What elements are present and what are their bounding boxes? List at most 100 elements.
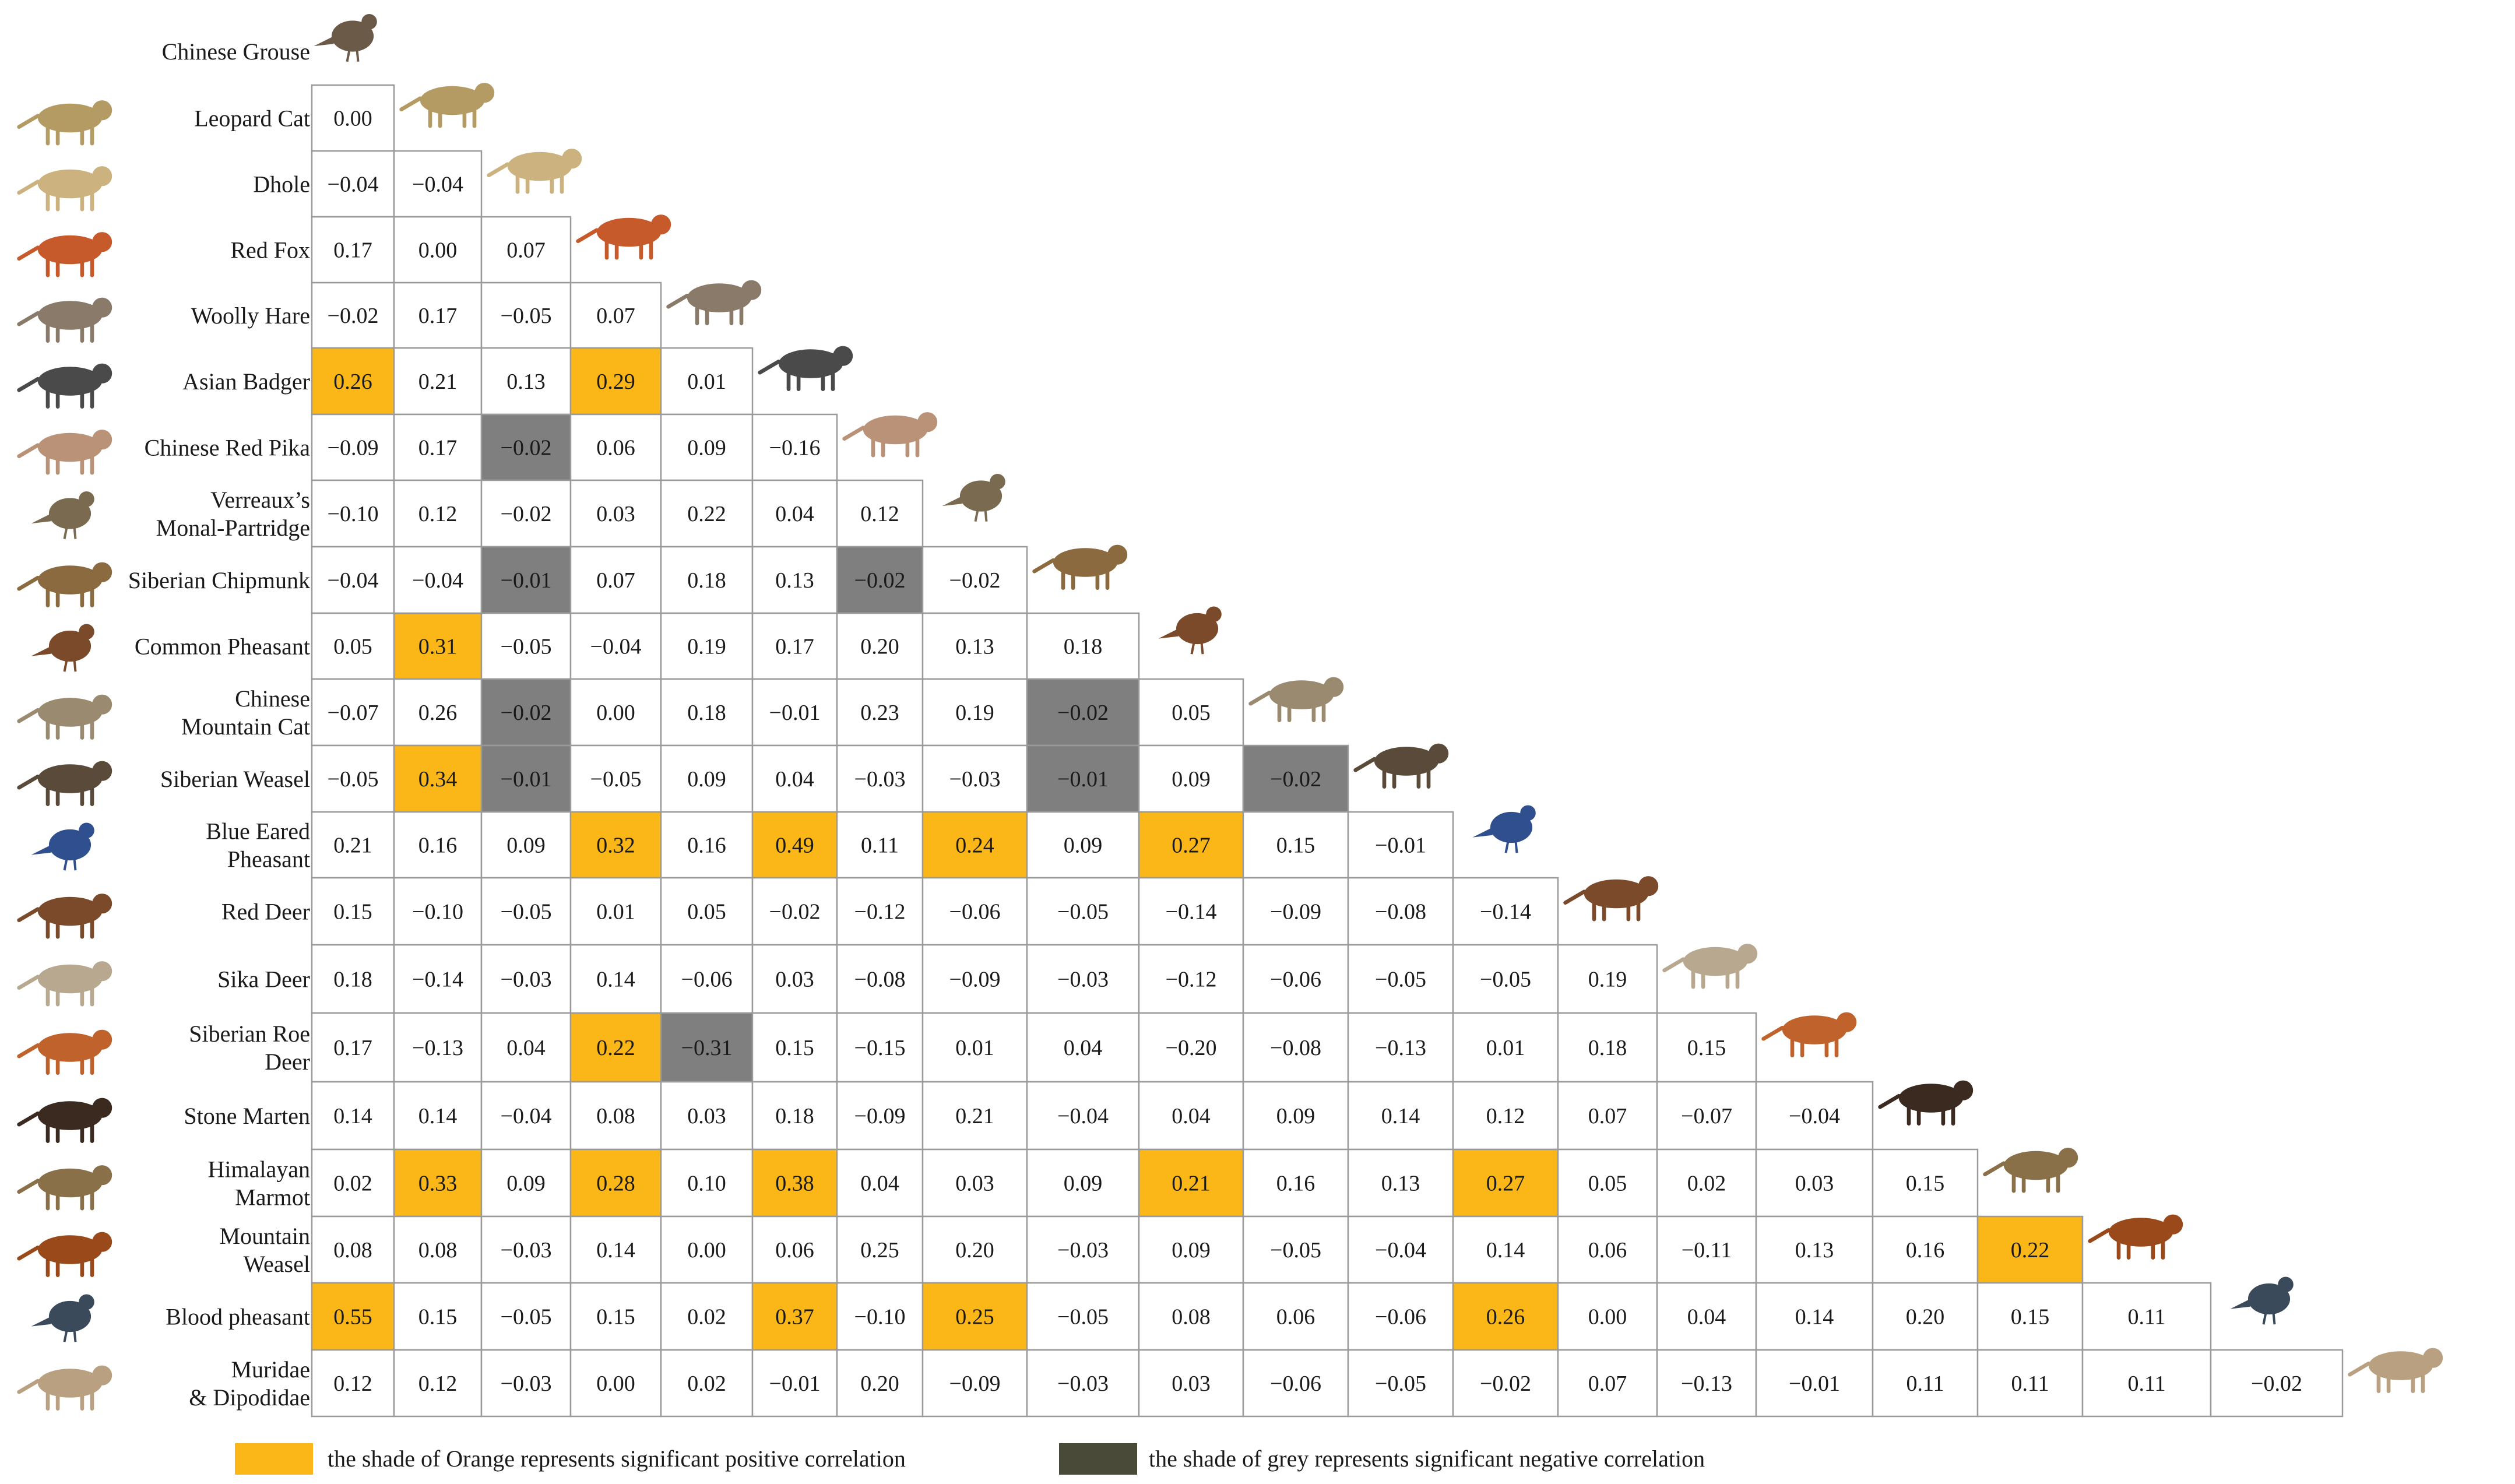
cell-value: 0.20 <box>860 1372 899 1396</box>
heatmap-cell <box>480 413 572 481</box>
heatmap-cell <box>569 1215 662 1284</box>
leopard-cat-icon <box>17 100 112 146</box>
cell-value: −0.03 <box>1057 968 1109 992</box>
marmot-icon <box>17 1165 112 1211</box>
weasel-icon <box>1353 743 1449 789</box>
hare-icon <box>17 297 112 343</box>
cell-value: −0.05 <box>1480 968 1531 992</box>
mountain-cat-icon <box>1248 677 1344 723</box>
heatmap-cell <box>1242 944 1349 1014</box>
cell-value: −0.09 <box>854 1104 906 1128</box>
heatmap-cell <box>311 150 395 218</box>
mountain-cat-icon <box>17 694 112 740</box>
heatmap-cell <box>1872 1349 1979 1418</box>
heatmap-cell <box>480 479 572 548</box>
heatmap-cell <box>311 1349 395 1418</box>
heatmap-cell <box>569 479 662 548</box>
cell-value: −0.14 <box>1480 900 1531 924</box>
cell-value: −0.14 <box>1166 900 1217 924</box>
cell-value: 0.11 <box>2127 1372 2165 1396</box>
row-label: Muridae & Dipodidae <box>189 1356 310 1411</box>
cell-value: 0.15 <box>1687 1036 1726 1060</box>
cell-value: 0.04 <box>1172 1104 1211 1128</box>
heatmap-cell <box>660 1148 754 1218</box>
heatmap-cell <box>393 347 483 416</box>
heatmap-cell <box>569 612 662 680</box>
heatmap-cell <box>1026 1012 1140 1083</box>
cell-value: 0.17 <box>333 238 372 263</box>
heatmap-cell <box>751 546 838 614</box>
legend: the shade of Orange represents significa… <box>235 1443 1705 1475</box>
row-label: Mountain Weasel <box>219 1223 310 1277</box>
cell-value: 0.09 <box>506 834 546 858</box>
heatmap-cell <box>1872 1148 1979 1218</box>
cell-value: −0.11 <box>1682 1238 1732 1263</box>
heatmap-cell <box>1656 1081 1757 1151</box>
cell-value: 0.14 <box>333 1104 372 1128</box>
cell-value: 0.16 <box>687 834 726 858</box>
blood-pheasant-icon <box>2230 1276 2294 1325</box>
heatmap-cell <box>1242 1215 1349 1284</box>
species-icons <box>17 14 2443 1411</box>
row-label: Siberian Weasel <box>160 766 310 792</box>
cell-value: 0.17 <box>333 1036 372 1060</box>
cell-value: 0.07 <box>596 304 635 328</box>
cell-value: 0.00 <box>596 701 635 725</box>
heatmap-cell <box>1452 1349 1559 1418</box>
cell-value: 0.21 <box>418 370 458 394</box>
cell-value: −0.05 <box>501 635 552 659</box>
cell-value: −0.02 <box>1480 1372 1531 1396</box>
heatmap-cell <box>660 1282 754 1351</box>
cell-value: −0.05 <box>501 900 552 924</box>
cell-value: −0.15 <box>854 1036 906 1060</box>
heatmap-cell <box>1138 944 1244 1014</box>
cell-value: −0.12 <box>854 900 906 924</box>
row-label: Siberian Roe Deer <box>189 1021 310 1075</box>
cell-value: 0.19 <box>687 635 726 659</box>
cell-value: 0.11 <box>1906 1372 1944 1396</box>
cell-value: 0.19 <box>955 701 994 725</box>
heatmap-cell <box>393 1282 483 1351</box>
cell-value: −0.02 <box>1270 767 1321 792</box>
heatmap-cell <box>1872 1215 1979 1284</box>
cell-value: 0.06 <box>775 1238 814 1263</box>
cell-value: −0.05 <box>590 767 642 792</box>
cell-value: 0.06 <box>596 436 635 460</box>
cell-value: −0.09 <box>949 1372 1001 1396</box>
cell-value: 0.14 <box>418 1104 458 1128</box>
heatmap-cell <box>393 1349 483 1418</box>
cell-value: −0.07 <box>328 701 379 725</box>
cell-value: −0.03 <box>501 1238 552 1263</box>
heatmap-cell <box>836 678 924 747</box>
heatmap-cell <box>311 811 395 879</box>
heatmap-cell <box>1656 1215 1757 1284</box>
cell-value: 0.34 <box>418 767 458 792</box>
legend-positive-label: the shade of Orange represents significa… <box>328 1446 906 1472</box>
heatmap-cell <box>393 944 483 1014</box>
sika-deer-icon <box>1662 944 1758 989</box>
cell-value: 0.15 <box>418 1305 458 1330</box>
heatmap-cell <box>1976 1215 2084 1284</box>
cell-value: 0.12 <box>1486 1104 1525 1128</box>
heatmap-cell <box>836 877 924 946</box>
heatmap-cell <box>480 1012 572 1083</box>
pheasant-icon <box>1158 606 1222 655</box>
heatmap-cell <box>311 612 395 680</box>
cell-value: 0.07 <box>1588 1372 1627 1396</box>
blood-pheasant-icon <box>31 1294 94 1342</box>
heatmap-cell <box>1656 1282 1757 1351</box>
row-label: Sika Deer <box>217 966 310 993</box>
heatmap-cell <box>751 1215 838 1284</box>
cell-value: 0.13 <box>506 370 546 394</box>
cell-value: 0.15 <box>333 900 372 924</box>
cell-value: −0.02 <box>328 304 379 328</box>
row-label: Red Fox <box>230 237 310 263</box>
cell-value: −0.04 <box>328 568 379 593</box>
cell-value: 0.00 <box>333 107 372 131</box>
heatmap-cell <box>311 1282 395 1351</box>
blue-pheasant-icon <box>1472 805 1536 853</box>
cell-value: 0.22 <box>687 502 726 526</box>
pheasant-icon <box>31 624 94 672</box>
heatmap-cell <box>1138 1081 1244 1151</box>
